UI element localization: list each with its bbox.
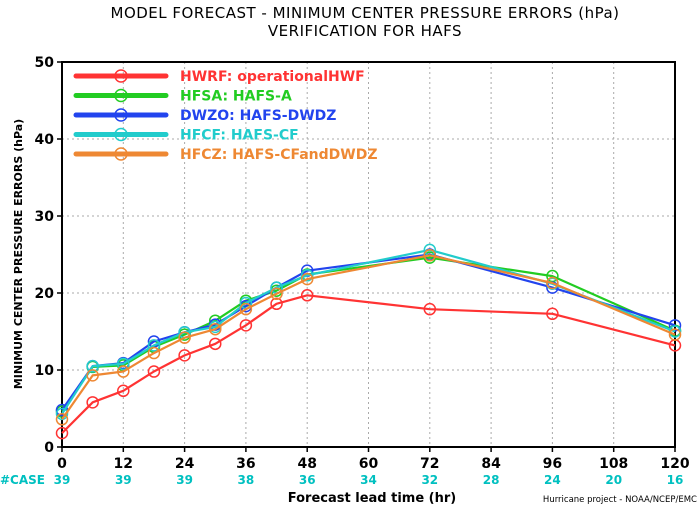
y-tick-label: 20 [35,286,55,302]
y-axis-label: MINIMUM CENTER PRESSURE ERRORS (hPa) [12,119,25,389]
series-0 [55,289,682,440]
data-point [546,276,559,290]
legend-swatch-marker [114,147,128,161]
x-tick-label: 96 [543,456,562,472]
plot-frame [61,61,676,448]
data-point [55,426,69,440]
data-point [55,407,69,421]
x-tick-label: 120 [660,456,689,472]
x-tick-label: 12 [114,456,133,472]
data-point [668,328,682,341]
series-layer [55,243,682,440]
case-count: 28 [483,473,500,487]
data-point [147,339,161,352]
legend-swatch-marker [114,69,128,83]
data-point [209,322,222,336]
case-count: 16 [667,473,684,487]
data-point [117,357,130,371]
series-4 [55,249,682,426]
data-point [117,384,130,398]
case-count: 39 [176,473,193,487]
data-point [86,396,99,409]
data-point [55,413,69,426]
legend-label: HWRF: operationalHWF [180,69,365,85]
case-counts: 39 39 39 38 36 34 32 28 24 20 16 [54,473,684,487]
x-tick-label: 0 [57,456,67,472]
data-point [239,319,253,332]
x-axis-label: Forecast lead time (hr) [288,491,456,506]
chart-subtitle: VERIFICATION FOR HAFS [268,22,462,40]
data-point [86,359,99,373]
legend-label: HFSA: HAFS-A [180,89,292,105]
legend-swatch-marker [114,127,128,142]
x-tick-label: 72 [420,456,439,472]
y-tick-label: 0 [44,440,54,456]
x-tick-label: 108 [599,456,628,472]
data-point [86,369,99,382]
y-tick-label: 10 [35,363,55,379]
data-point [270,297,283,311]
case-count: 34 [360,473,377,487]
data-point [178,349,191,362]
case-count: 32 [421,473,438,487]
data-point [147,346,161,360]
legend-label: HFCZ: HAFS-CFandDWDZ [180,147,377,163]
y-axis-ticks: 0 10 20 30 40 50 [35,55,62,456]
legend-label: HFCF: HAFS-CF [180,128,299,144]
legend-swatch-marker [114,108,128,122]
data-point [300,269,314,282]
data-point [117,365,130,378]
legend-label: DWZO: HAFS-DWDZ [180,108,336,124]
x-tick-label: 24 [175,456,195,472]
x-tick-label: 48 [297,456,316,472]
credit-text: Hurricane project - NOAA/NCEP/EMC [543,495,697,505]
data-point [209,337,222,351]
case-count: 39 [115,473,132,487]
data-point [270,287,283,301]
case-count: 36 [299,473,316,487]
data-point [147,365,161,378]
case-count: 38 [238,473,255,487]
grid [62,62,675,447]
data-point [300,272,314,286]
x-tick-label: 84 [481,456,501,472]
x-tick-label: 60 [359,456,379,472]
case-count: 20 [605,473,622,487]
data-point [178,331,191,344]
case-count: 24 [544,473,561,487]
case-count: 39 [54,473,71,487]
legend-swatch-marker [114,88,128,103]
case-label: #CASE [0,473,45,487]
y-tick-label: 50 [35,55,55,71]
series-line [61,248,676,415]
data-point [300,289,314,302]
x-axis-ticks: 0 12 24 36 48 60 72 84 96 108 120 [57,447,690,472]
data-point [423,302,437,316]
data-point [423,249,437,262]
data-point [546,307,559,321]
chart-title: MODEL FORECAST - MINIMUM CENTER PRESSURE… [111,4,620,22]
data-point [239,302,253,316]
y-tick-label: 40 [35,132,55,148]
y-tick-label: 30 [35,209,55,225]
legend: HWRF: operationalHWF HFSA: HAFS-A DWZO: HA… [73,69,377,163]
x-tick-label: 36 [236,456,255,472]
